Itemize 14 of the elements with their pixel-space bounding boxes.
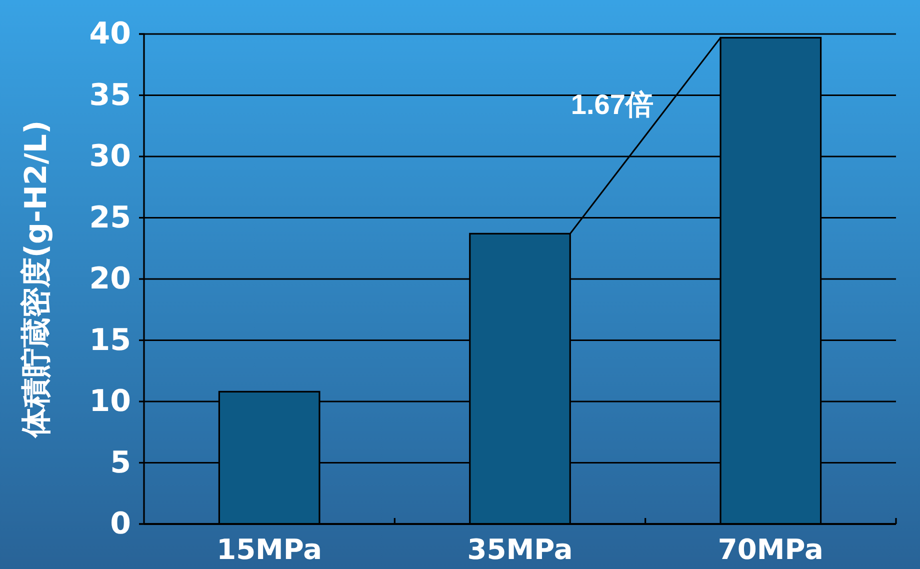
y-tick-label: 15 xyxy=(89,322,131,358)
y-tick-label: 0 xyxy=(110,506,131,542)
y-tick-label: 20 xyxy=(89,262,131,297)
y-tick-label: 5 xyxy=(110,445,131,480)
annotation: 1.67倍 xyxy=(570,89,654,120)
y-tick-label: 10 xyxy=(89,384,131,420)
x-tick-label: 35MPa xyxy=(467,533,573,566)
y-tick-label: 40 xyxy=(89,16,131,52)
y-axis-title: 体積貯蔵密度(g-H2/L) xyxy=(19,120,54,439)
x-tick-label: 70MPa xyxy=(718,533,824,566)
x-tick-label: 15MPa xyxy=(216,533,322,566)
y-tick-label: 35 xyxy=(89,78,131,113)
y-tick-label: 30 xyxy=(89,139,131,174)
y-tick-label: 25 xyxy=(89,200,131,236)
